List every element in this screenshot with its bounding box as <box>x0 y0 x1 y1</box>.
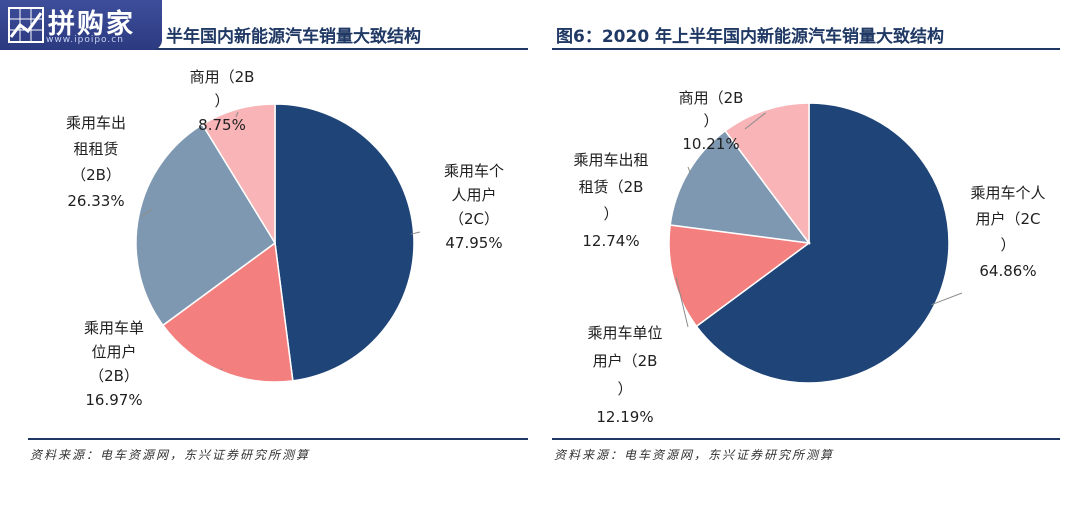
leader-line <box>744 112 767 130</box>
pie-slice <box>274 103 415 382</box>
pie-slice <box>201 103 276 246</box>
brand-logo: 拼购家 www.ipoipo.cn <box>0 0 162 50</box>
slice-label: 商用（2B） 10.21% <box>679 89 744 153</box>
source-rule <box>28 438 528 440</box>
logo-text: 拼购家 <box>48 9 135 40</box>
slice-label: 乘用车出租租赁（2B） 26.33% <box>66 114 126 210</box>
leader-line <box>141 208 153 218</box>
leader-line <box>687 166 692 174</box>
pie-slice <box>135 123 276 327</box>
leader-line <box>931 292 963 306</box>
pie-chart-left: 乘用车个人用户（2C） 47.95% 乘用车单位用户（2B） 16.97% 乘用车出租租… <box>66 68 504 409</box>
pie-chart-right: 乘用车个人用户（2C） 64.86% 乘用车单位用户（2B） 12.19% 乘用车出租租… <box>573 89 1045 426</box>
pie-slice <box>669 129 811 244</box>
pie-slice <box>695 102 950 384</box>
pie-slice <box>668 224 811 328</box>
pie-slice <box>724 102 810 246</box>
left-chart-panel: 半年国内新能源汽车销量大致结构 乘用车个人用户（2C） 47.95% 乘用车单位用户… <box>0 0 540 506</box>
leader-line <box>410 231 421 235</box>
leader-line <box>235 111 239 118</box>
title-rule <box>28 48 528 50</box>
right-chart-panel: 图6：2020 年上半年国内新能源汽车销量大致结构 乘用车个人用户（2C） 64.… <box>548 0 1092 506</box>
chart-title: 半年国内新能源汽车销量大致结构 <box>166 27 421 47</box>
slice-label: 乘用车单位用户（2B） 16.97% <box>84 319 144 409</box>
slice-label: 乘用车个人用户（2C） 64.86% <box>970 184 1045 280</box>
title-rule <box>552 48 1060 50</box>
leader-line <box>675 277 689 328</box>
slice-label: 乘用车出租租赁（2B） 12.74% <box>573 151 648 250</box>
source-note: 资料来源：电车资源网，东兴证券研究所测算 <box>554 448 835 462</box>
slice-label: 商用（2B） 8.75% <box>190 68 255 134</box>
source-note: 资料来源：电车资源网，东兴证券研究所测算 <box>30 448 311 462</box>
chart-title: 图6：2020 年上半年国内新能源汽车销量大致结构 <box>556 27 945 47</box>
chart-logo-icon <box>8 7 44 43</box>
source-rule <box>552 438 1060 440</box>
logo-url: www.ipoipo.cn <box>46 35 124 45</box>
pie-slice <box>161 241 294 383</box>
slice-label: 乘用车单位用户（2B） 12.19% <box>587 324 662 426</box>
slice-label: 乘用车个人用户（2C） 47.95% <box>444 162 504 252</box>
